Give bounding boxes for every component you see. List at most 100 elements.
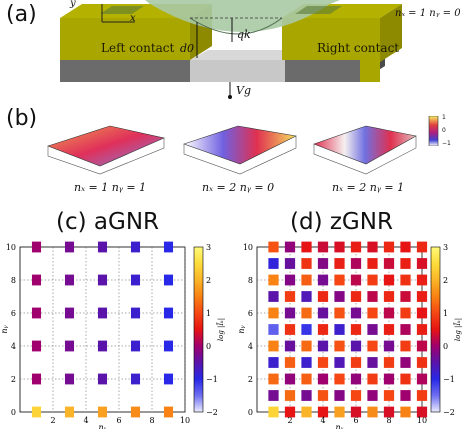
agnr-cell [64, 274, 75, 286]
zgnr-cell [334, 291, 345, 302]
agnr-cell [31, 241, 42, 253]
zgnr-cell [268, 324, 279, 335]
membrane [145, 0, 340, 32]
zgnr-cell [416, 291, 428, 302]
zgnr-cell [334, 274, 345, 286]
zgnr-cell [334, 340, 345, 352]
zgnr-cell [317, 324, 329, 335]
agnr-cell [31, 406, 42, 418]
zgnr-cell [383, 406, 395, 418]
zgnr-cell [301, 357, 312, 368]
zgnr-y-tick-label: 10 [243, 243, 253, 252]
zgnr-colorbar-tick: 3 [443, 243, 448, 252]
zgnr-cell [400, 241, 411, 253]
zgnr-cell [416, 406, 428, 418]
agnr-cell [97, 307, 108, 319]
agnr-cell [97, 274, 108, 286]
right-contact-front [282, 18, 380, 82]
zgnr-cell [383, 373, 395, 385]
zgnr-cell [350, 406, 362, 418]
zgnr-cell [268, 241, 279, 253]
zgnr-cell [367, 258, 378, 269]
agnr-colorbar-tick: 2 [206, 276, 211, 285]
agnr-colorbar-tick: 3 [206, 243, 211, 252]
panel-d-title: (d) zGNR [290, 209, 393, 235]
panel-b-label: (b) [6, 106, 38, 131]
zgnr-cell [350, 258, 362, 269]
zgnr-y-tick-label: 6 [248, 309, 253, 318]
zgnr-cell [367, 274, 378, 286]
zgnr-cell [350, 373, 362, 385]
zgnr-cell [317, 307, 329, 319]
heatmap-zgnr: 2 4 6 8 10 0 2 4 6 8 10 nₓ nᵧ −2 −1 0 1 2 3 log |Īₖ| [237, 241, 462, 429]
zgnr-cell [400, 373, 411, 385]
zgnr-cell [383, 274, 395, 286]
zgnr-cell [400, 274, 411, 286]
surface-cb-tick-1: 1 [442, 114, 446, 121]
agnr-cell [64, 373, 75, 385]
zgnr-cell [350, 390, 362, 401]
zgnr-cell [301, 258, 312, 269]
agnr-cell [130, 406, 141, 418]
zgnr-cell [350, 274, 362, 286]
agnr-x-tick-label: 8 [149, 416, 154, 425]
zgnr-cell [268, 373, 279, 385]
zgnr-cell [268, 390, 279, 401]
y-axis-label: y [70, 0, 76, 9]
mode-surface-2 [183, 125, 297, 175]
zgnr-cell [317, 241, 329, 253]
zgnr-cell [284, 241, 296, 253]
zgnr-cell [284, 406, 296, 418]
zgnr-cell [367, 291, 378, 302]
zgnr-cell [284, 357, 296, 368]
zgnr-cell [301, 307, 312, 319]
zgnr-cell [284, 291, 296, 302]
zgnr-cell [284, 258, 296, 269]
agnr-cell [97, 340, 108, 352]
agnr-cell [64, 406, 75, 418]
zgnr-cell [317, 373, 329, 385]
zgnr-cell [284, 373, 296, 385]
mode-label: nₓ = 1 nᵧ = 0 [395, 8, 461, 19]
agnr-cell [130, 307, 141, 319]
mode-caption-1: nₓ = 1 nᵧ = 1 [74, 181, 147, 194]
zgnr-cell [416, 357, 428, 368]
zgnr-cell [400, 258, 411, 269]
zgnr-cell [367, 324, 378, 335]
gate-gap [190, 50, 302, 60]
zgnr-cell [416, 241, 428, 253]
zgnr-cell [268, 406, 279, 418]
zgnr-cell [400, 390, 411, 401]
agnr-colorbar-tick: −2 [206, 408, 218, 417]
zgnr-cell [301, 340, 312, 352]
panel-c-title: (c) aGNR [56, 209, 160, 235]
agnr-cell [163, 241, 174, 253]
zgnr-cell [268, 258, 279, 269]
zgnr-cell [317, 274, 329, 286]
zgnr-cell [367, 373, 378, 385]
heatmap-agnr: 2 4 6 8 10 0 2 4 6 8 10 nₓ nᵧ −2 −1 0 1 2 3 log |Īₖ| [0, 241, 225, 429]
zgnr-cell [284, 307, 296, 319]
zgnr-cell [350, 324, 362, 335]
right-contact-side [380, 4, 402, 62]
agnr-colorbar-label: log |Īₖ| [216, 318, 225, 341]
agnr-cell [31, 307, 42, 319]
mode-surface-3 [313, 125, 417, 175]
zgnr-cell [400, 340, 411, 352]
agnr-cell [130, 274, 141, 286]
zgnr-cell [383, 291, 395, 302]
zgnr-cell [367, 241, 378, 253]
surface-colorbar [428, 116, 439, 146]
zgnr-cell [268, 274, 279, 286]
zgnr-cell [416, 258, 428, 269]
zgnr-cell [350, 357, 362, 368]
agnr-cell [163, 373, 174, 385]
zgnr-cell [350, 291, 362, 302]
zgnr-cell [284, 390, 296, 401]
agnr-cell [130, 241, 141, 253]
agnr-cell [163, 406, 174, 418]
agnr-cell [163, 340, 174, 352]
device-schematic [60, 0, 402, 99]
zgnr-cell [301, 324, 312, 335]
agnr-y-tick-label: 6 [11, 309, 16, 318]
